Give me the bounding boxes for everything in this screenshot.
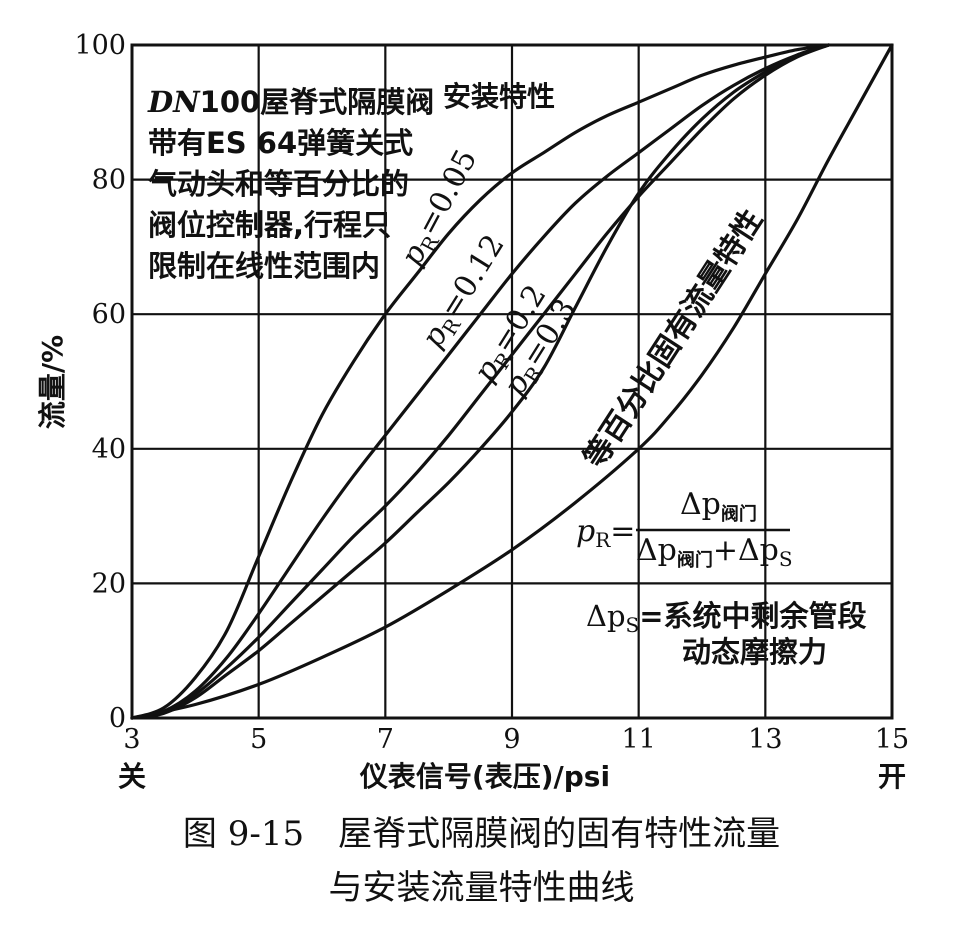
formula-lhs: pR= [576,514,635,552]
grid [132,45,892,718]
figure-caption-line-2: 与安装流量特性曲线 [328,868,635,908]
x-tick-label-9: 9 [503,724,520,755]
x-axis-label: 仪表信号(表压)/psi [359,760,610,793]
y-tick-label-0: 0 [109,703,126,734]
plot-frame [130,43,894,720]
install-characteristic-label: 安装特性 [443,80,555,113]
series-label-equal-percentage: 等百分比固有流量特性 [577,204,770,475]
chart: 3 5 7 9 11 13 15 0 20 40 60 80 100 流量/% 仪表信号(表压)/psi… [36,30,909,793]
formula-denominator: Δp阀门+ΔpS [636,533,793,571]
description-line-3: 气动头和等百分比的 [147,167,409,201]
x-tick-label-11: 11 [621,724,655,755]
series-line-4 [130,43,894,720]
series-line-1 [130,43,831,720]
series-line-2 [130,43,831,720]
description-line-4: 阀位控制器,行程只 [148,208,391,242]
description-block: DN100屋脊式隔膜阀 带有ES 64弹簧关式 气动头和等百分比的 阀位控制器,… [147,85,434,283]
x-tick-label-7: 7 [377,724,394,755]
y-tick-label-40: 40 [92,434,126,465]
x-tick-label-3: 3 [123,724,140,755]
x-tick-label-13: 13 [748,724,782,755]
formula: pR= Δp阀门 Δp阀门+ΔpS [576,487,793,571]
x-tick-label-5: 5 [250,724,267,755]
y-tick-label-20: 20 [92,568,126,599]
curves [130,43,894,720]
y-tick-label-60: 60 [92,299,126,330]
series-line-3 [130,43,831,720]
delta-ps-note-line-2: 动态摩擦力 [682,635,827,669]
description-line-1-rest: 100屋脊式隔膜阀 [200,85,435,119]
series-line-0 [130,43,831,720]
description-line-5: 限制在线性范围内 [148,249,380,283]
figure-caption-line-1: 图 9-15 屋脊式隔膜阀的固有特性流量 [182,814,781,854]
x-end-label-open: 开 [878,760,906,793]
tick-labels: 3 5 7 9 11 13 15 0 20 40 60 80 100 [74,30,909,755]
description-line-1: DN100屋脊式隔膜阀 [147,85,434,119]
formula-numerator: Δp阀门 [680,487,757,525]
x-end-label-closed: 关 [118,760,146,793]
y-axis-label: 流量/% [36,335,69,429]
series-labels: pR=0.05 pR=0.12 pR=0.2 pR=0.3 [394,144,583,402]
y-tick-label-80: 80 [92,165,126,196]
delta-ps-note-line-1: ΔpS=系统中剩余管段 [586,599,867,637]
plot-border [130,43,894,720]
x-tick-label-15: 15 [875,724,909,755]
description-line-2: 带有ES 64弹簧关式 [148,126,413,160]
y-tick-label-100: 100 [74,30,126,61]
